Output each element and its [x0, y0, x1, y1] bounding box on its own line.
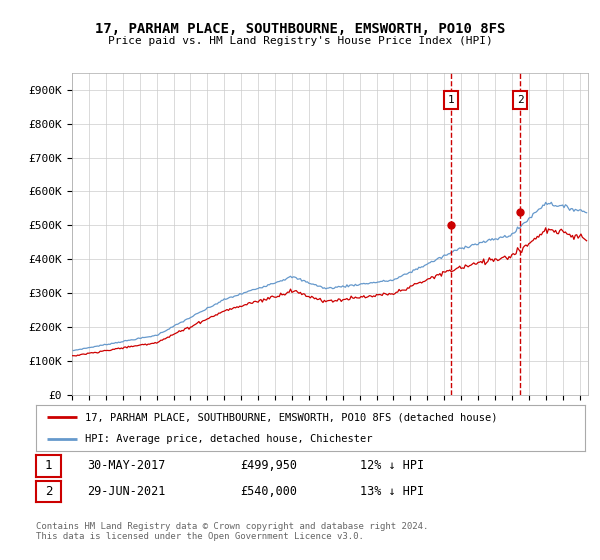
- Text: Contains HM Land Registry data © Crown copyright and database right 2024.
This d: Contains HM Land Registry data © Crown c…: [36, 522, 428, 542]
- Text: 1: 1: [45, 459, 52, 473]
- Text: 2: 2: [517, 95, 524, 105]
- Text: HPI: Average price, detached house, Chichester: HPI: Average price, detached house, Chic…: [85, 435, 373, 444]
- Text: 12% ↓ HPI: 12% ↓ HPI: [360, 459, 424, 473]
- Text: £540,000: £540,000: [240, 485, 297, 498]
- Text: 17, PARHAM PLACE, SOUTHBOURNE, EMSWORTH, PO10 8FS (detached house): 17, PARHAM PLACE, SOUTHBOURNE, EMSWORTH,…: [85, 412, 498, 422]
- Text: 2: 2: [45, 485, 52, 498]
- Text: 13% ↓ HPI: 13% ↓ HPI: [360, 485, 424, 498]
- Text: 1: 1: [448, 95, 455, 105]
- Text: £499,950: £499,950: [240, 459, 297, 473]
- Text: 30-MAY-2017: 30-MAY-2017: [87, 459, 166, 473]
- Text: 17, PARHAM PLACE, SOUTHBOURNE, EMSWORTH, PO10 8FS: 17, PARHAM PLACE, SOUTHBOURNE, EMSWORTH,…: [95, 22, 505, 36]
- Text: Price paid vs. HM Land Registry's House Price Index (HPI): Price paid vs. HM Land Registry's House …: [107, 36, 493, 46]
- Text: 29-JUN-2021: 29-JUN-2021: [87, 485, 166, 498]
